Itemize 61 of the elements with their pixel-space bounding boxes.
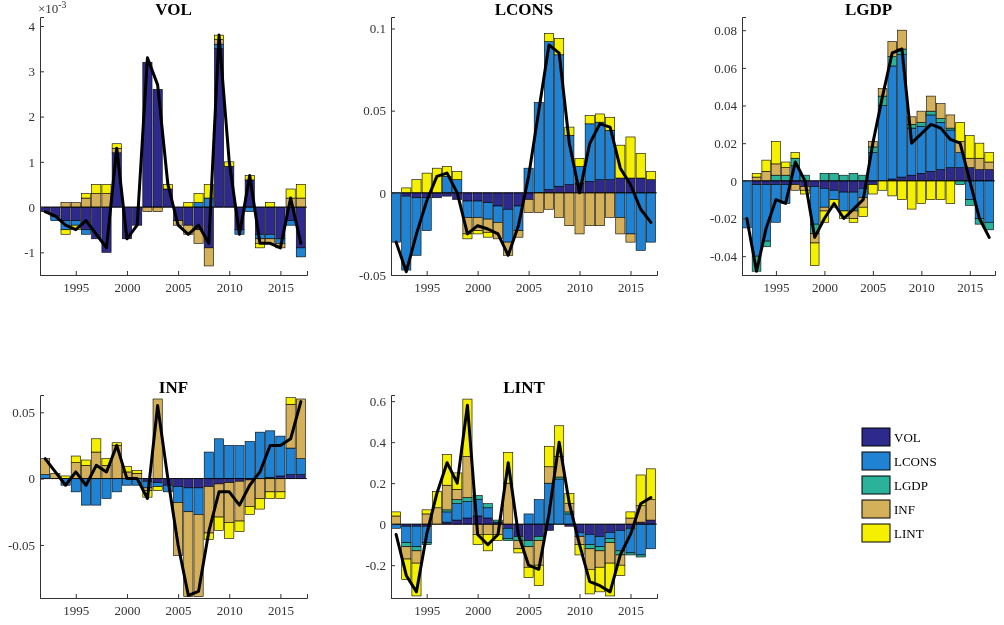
x-tick-label: 1995 <box>414 603 441 619</box>
x-tick-label: 2015 <box>957 280 984 296</box>
y-tick-label: 0.06 <box>714 60 738 76</box>
y-tick-label: 0.1 <box>369 21 386 37</box>
y-tick-label: 0.02 <box>714 135 737 151</box>
legend-label: VOL <box>894 430 921 445</box>
legend-label: LGDP <box>894 478 928 493</box>
x-tick-label: 2015 <box>618 603 644 619</box>
x-tick-label: 1995 <box>63 280 90 296</box>
text: ×10$^{-3}$ <box>38 0 67 16</box>
y-tick-label: 0.05 <box>363 103 386 119</box>
x-tick-label: 2000 <box>465 603 492 619</box>
chart-title: LGDP <box>844 0 893 19</box>
y-tick-label: 0 <box>730 173 737 189</box>
x-tick-label: 1995 <box>763 280 790 296</box>
x-tick-label: 2010 <box>567 280 594 296</box>
y-tick-label: 0.2 <box>369 475 386 491</box>
y-tick-label: -0.05 <box>7 537 35 553</box>
y-tick-label: 2 <box>28 109 35 125</box>
x-tick-label: 2005 <box>516 280 543 296</box>
x-tick-label: 2010 <box>567 603 594 619</box>
x-tick-label: 2000 <box>811 280 838 296</box>
y-tick-label: 1 <box>28 154 35 170</box>
x-tick-label: 2010 <box>216 280 243 296</box>
x-tick-label: 2015 <box>618 280 644 296</box>
x-tick-label: 1995 <box>414 280 441 296</box>
y-tick-label: 0.08 <box>714 22 737 38</box>
y-tick-label: 3 <box>28 63 35 79</box>
y-tick-label: -0.02 <box>709 211 737 227</box>
x-tick-label: 2015 <box>267 280 294 296</box>
chart-title: VOL <box>155 0 192 19</box>
x-tick-label: 2000 <box>114 603 141 619</box>
x-tick-label: 2010 <box>908 280 935 296</box>
x-tick-label: 2005 <box>165 280 192 296</box>
y-tick-label: 0.04 <box>714 98 738 114</box>
chart-title: LINT <box>503 378 546 397</box>
legend-label: LINT <box>894 526 924 541</box>
legend-label: INF <box>894 502 915 517</box>
chart-title: INF <box>158 378 189 397</box>
x-tick-label: 2010 <box>216 603 243 619</box>
y-tick-label: 0.6 <box>369 393 387 409</box>
y-tick-label: 0.05 <box>12 404 35 420</box>
y-tick-label: 4 <box>28 18 36 34</box>
x-tick-label: 1995 <box>63 603 90 619</box>
y-tick-label: -0.05 <box>358 267 386 283</box>
chart-title: LCONS <box>494 0 554 19</box>
y-tick-label: -0.2 <box>365 557 386 573</box>
y-tick-label: 0 <box>28 199 35 215</box>
x-tick-label: 2000 <box>465 280 492 296</box>
x-tick-label: 2015 <box>267 603 294 619</box>
y-tick-label: -1 <box>24 245 35 261</box>
x-tick-label: 2005 <box>165 603 192 619</box>
x-tick-label: 2005 <box>516 603 543 619</box>
y-tick-label: 0 <box>28 471 35 487</box>
legend-label: LCONS <box>894 454 937 469</box>
y-tick-label: -0.04 <box>709 248 738 264</box>
x-tick-label: 2000 <box>114 280 141 296</box>
x-tick-label: 2005 <box>860 280 887 296</box>
y-tick-label: 0 <box>379 185 386 201</box>
y-tick-label: 0 <box>379 516 386 532</box>
y-tick-label: 0.4 <box>369 434 387 450</box>
